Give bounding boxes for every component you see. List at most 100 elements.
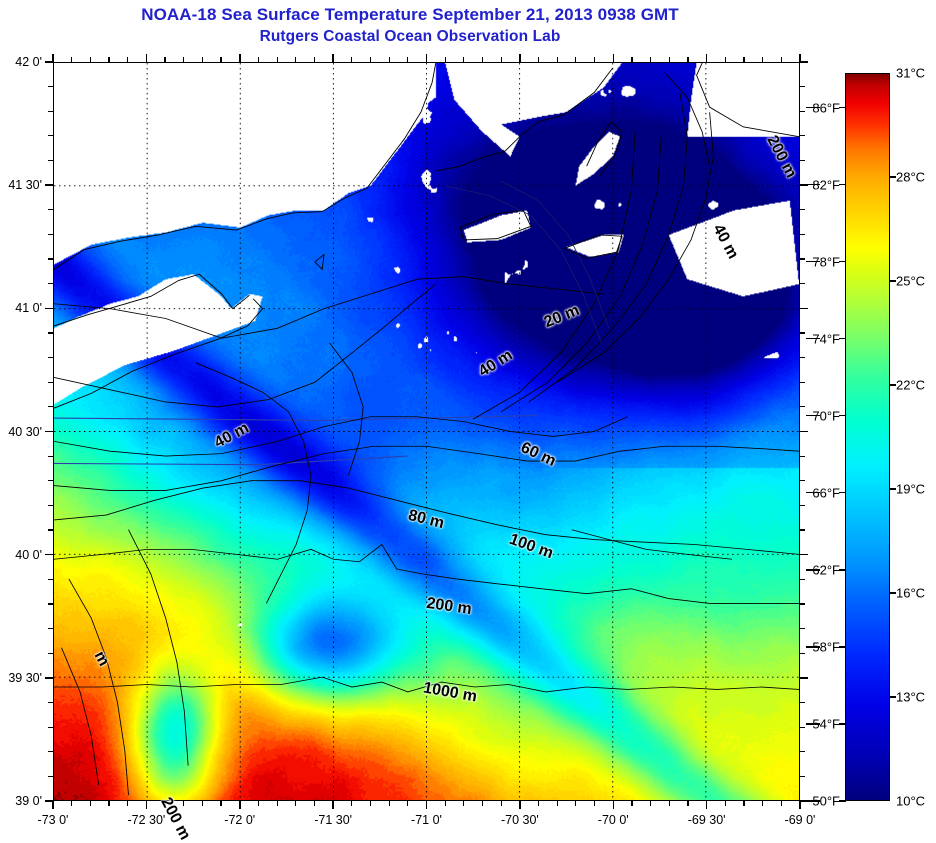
y-axis-label: 40 30' xyxy=(8,424,42,439)
x-tick-minor xyxy=(407,801,409,806)
y-tick-minor-right xyxy=(800,504,805,506)
y-tick-minor xyxy=(48,135,53,137)
x-tick-minor xyxy=(220,801,222,806)
x-tick-minor-top xyxy=(668,57,670,62)
colorbar-outer-minor-tick xyxy=(806,569,814,571)
x-tick-minor-top xyxy=(295,57,297,62)
y-tick-minor-right xyxy=(800,455,805,457)
x-tick-minor xyxy=(593,801,596,806)
x-axis-label: -70 30' xyxy=(500,813,539,827)
x-tick-minor xyxy=(127,801,129,806)
colorbar-fahrenheit-label: 74°F xyxy=(812,331,840,347)
y-tick-major-right xyxy=(800,61,808,63)
x-tick-minor xyxy=(71,801,73,806)
x-tick-major xyxy=(239,801,241,809)
x-tick-minor xyxy=(108,801,110,806)
colorbar-celsius-label: 25°C xyxy=(896,273,926,289)
x-tick-minor-top xyxy=(127,57,129,62)
x-tick-major-top xyxy=(52,54,54,62)
x-tick-minor xyxy=(780,801,782,806)
bathymetry-contour xyxy=(54,543,799,604)
y-tick-minor-right xyxy=(800,357,805,359)
colorbar-fahrenheit-label: 58°F xyxy=(812,639,840,655)
x-tick-minor-top xyxy=(762,57,764,62)
sst-map-plot[interactable] xyxy=(53,62,800,801)
y-tick-major xyxy=(45,553,53,556)
colorbar-celsius-tick xyxy=(889,592,896,594)
colorbar-celsius-label: 28°C xyxy=(896,169,926,185)
x-tick-minor xyxy=(537,801,540,806)
colorbar-fahrenheit-label: 86°F xyxy=(812,100,840,116)
coastline xyxy=(54,63,437,270)
colorbar-outer-minor-tick xyxy=(806,646,814,648)
y-tick-major xyxy=(45,677,53,679)
x-tick-minor-top xyxy=(593,57,596,62)
x-tick-minor xyxy=(631,801,633,806)
x-axis-label: -71 30' xyxy=(314,813,353,827)
x-tick-major xyxy=(705,801,708,809)
y-tick-major-right xyxy=(800,553,808,556)
y-tick-minor-right xyxy=(800,701,805,704)
coastline xyxy=(54,298,264,409)
x-tick-major-top xyxy=(239,54,241,62)
x-tick-minor-top xyxy=(276,57,278,62)
x-tick-major-top xyxy=(425,54,428,62)
x-tick-minor-top xyxy=(108,57,110,62)
y-tick-minor-right xyxy=(800,283,805,285)
y-tick-minor xyxy=(48,357,53,359)
x-tick-minor xyxy=(201,801,203,806)
y-tick-minor-right xyxy=(800,529,805,531)
y-tick-minor xyxy=(48,159,53,162)
bathymetry-contour xyxy=(528,92,688,403)
colorbar-fahrenheit-tick xyxy=(839,415,846,417)
colorbar-fahrenheit-label: 70°F xyxy=(812,408,840,424)
x-tick-minor xyxy=(575,801,577,806)
x-tick-minor-top xyxy=(631,57,633,62)
bathymetry-contour xyxy=(195,362,312,604)
x-tick-minor-top xyxy=(687,57,689,62)
x-axis-label: -69 30' xyxy=(687,813,726,827)
colorbar-fahrenheit-tick xyxy=(839,107,846,109)
x-tick-major xyxy=(332,801,334,809)
temperature-colorbar[interactable] xyxy=(845,73,890,801)
x-tick-major xyxy=(145,801,148,809)
x-tick-minor-top xyxy=(313,57,316,62)
page-title: NOAA-18 Sea Surface Temperature Septembe… xyxy=(141,5,679,24)
colorbar-fahrenheit-label: 82°F xyxy=(812,177,840,193)
x-axis-label: -70 0' xyxy=(597,813,629,827)
colorbar-fahrenheit-tick xyxy=(839,569,846,571)
bathymetry-contour xyxy=(61,647,100,786)
y-tick-minor xyxy=(48,701,53,704)
x-tick-minor xyxy=(463,801,465,806)
x-tick-minor-top xyxy=(500,57,502,62)
x-tick-minor-top xyxy=(351,57,353,62)
y-tick-minor xyxy=(48,480,53,482)
x-tick-minor xyxy=(89,801,91,806)
x-tick-minor xyxy=(762,801,764,806)
x-tick-major-top xyxy=(519,54,521,62)
y-tick-minor-right xyxy=(800,86,805,88)
y-tick-minor xyxy=(48,652,53,654)
x-tick-minor-top xyxy=(575,57,577,62)
bathymetry-contour xyxy=(664,72,711,167)
y-tick-minor-right xyxy=(800,751,805,753)
y-tick-minor xyxy=(48,381,53,383)
x-tick-minor xyxy=(313,801,316,806)
colorbar-outer-minor-tick xyxy=(806,261,814,263)
x-tick-major xyxy=(425,801,428,809)
x-tick-major xyxy=(612,801,614,809)
y-tick-minor-right xyxy=(800,603,805,605)
y-tick-minor xyxy=(48,775,53,777)
x-tick-minor xyxy=(295,801,297,806)
x-tick-minor xyxy=(668,801,670,806)
colorbar-outer-minor-tick xyxy=(806,723,814,725)
colorbar-celsius-label: 10°C xyxy=(896,793,926,809)
bathymetry-contour xyxy=(54,445,799,491)
colorbar-celsius-tick xyxy=(889,280,896,282)
transect-line xyxy=(54,414,539,421)
colorbar-celsius-tick xyxy=(889,488,896,490)
x-tick-minor xyxy=(650,801,652,806)
x-tick-minor-top xyxy=(407,57,409,62)
colorbar-outer-minor-tick xyxy=(806,492,814,494)
y-tick-major-right xyxy=(800,307,808,310)
